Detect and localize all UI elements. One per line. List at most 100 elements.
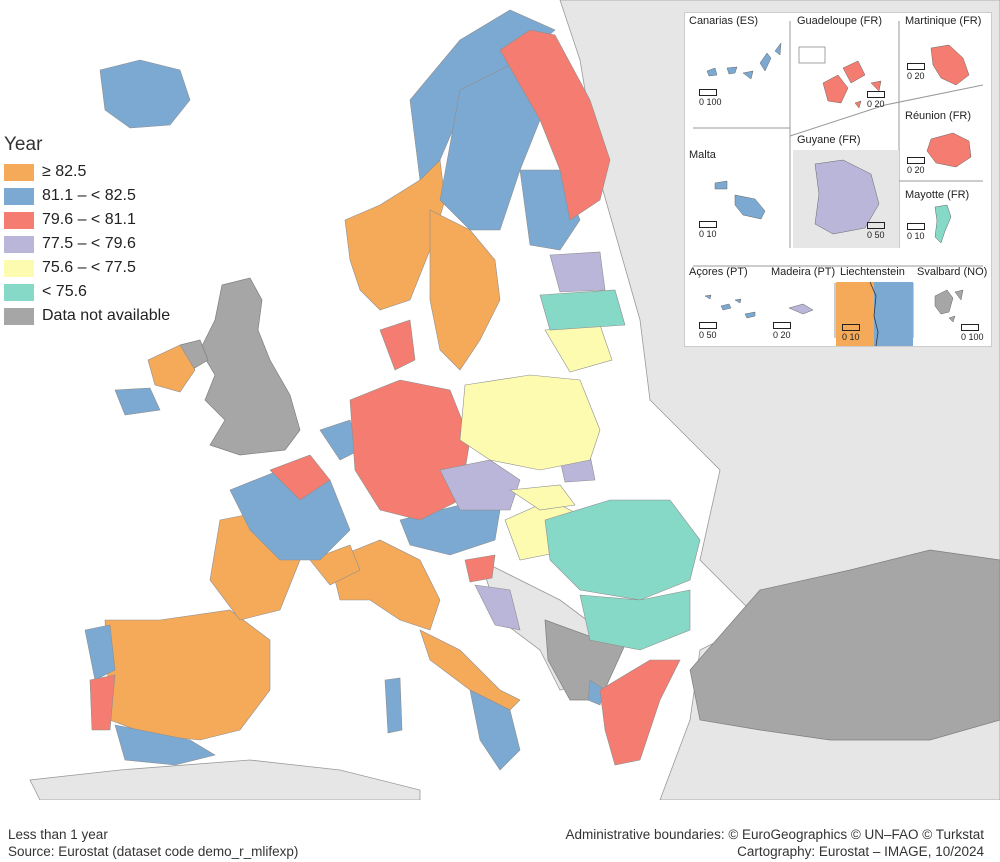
reunion-shapes	[926, 132, 972, 168]
guyane-shapes	[793, 150, 899, 248]
legend-swatch	[4, 283, 34, 301]
legend-swatch	[4, 235, 34, 253]
martinique-shapes	[930, 44, 970, 86]
uk	[199, 277, 301, 456]
turkey	[689, 549, 1000, 741]
inset-mayotte: Mayotte (FR) 0 10	[901, 181, 991, 251]
sweden-south	[429, 209, 501, 371]
denmark	[379, 319, 416, 371]
malta-shapes	[714, 180, 766, 220]
scalebar-mayotte: 0 10	[907, 223, 925, 241]
legend-rows: ≥ 82.5 81.1 – < 82.5 79.6 – < 81.1 77.5 – <…	[4, 160, 170, 328]
inset-label-reunion: Réunion (FR)	[905, 110, 972, 122]
ireland-part	[147, 344, 196, 393]
switzerland	[309, 544, 361, 586]
scalebar-acores: 0 50	[699, 322, 717, 340]
footer-boundaries: Administrative boundaries: © EuroGeograp…	[565, 827, 984, 842]
scalebar-liechtenstein: 0 10	[842, 324, 860, 342]
class-82-5-plus	[104, 159, 521, 741]
legend-item: 81.1 – < 82.5	[4, 184, 170, 208]
class-75-6-77-5	[459, 324, 613, 561]
scalebar-svalbard: 0 100	[961, 324, 984, 342]
inset-reunion: Réunion (FR) 0 20	[901, 105, 991, 181]
croatia	[474, 584, 521, 631]
inset-madeira: Madeira (PT) 0 20	[767, 266, 835, 346]
footer-right: Administrative boundaries: © EuroGeograp…	[565, 826, 984, 860]
inset-martinique: Martinique (FR) 0 20	[901, 13, 991, 108]
scalebar-canarias: 0 100	[699, 89, 722, 107]
mayotte-shapes	[934, 204, 952, 244]
inset-guyane: Guyane (FR) 0 50	[793, 128, 899, 248]
legend-label: 81.1 – < 82.5	[42, 187, 136, 204]
legend-item: 79.6 – < 81.1	[4, 208, 170, 232]
legend-item: ≥ 82.5	[4, 160, 170, 184]
legend-item: Data not available	[4, 304, 170, 328]
madeira-shapes	[788, 303, 814, 315]
legend-item: 77.5 – < 79.6	[4, 232, 170, 256]
spain-south	[114, 724, 216, 766]
inset-label-madeira: Madeira (PT)	[771, 266, 835, 278]
germany	[349, 379, 471, 521]
inset-label-svalbard: Svalbard (NO)	[917, 266, 988, 278]
legend-label: 75.6 – < 77.5	[42, 259, 136, 276]
iceland	[99, 59, 191, 129]
inset-label-acores: Açores (PT)	[689, 266, 748, 278]
inset-dividers	[693, 21, 984, 338]
scalebar-martinique: 0 20	[907, 63, 925, 81]
class-below-75-6	[539, 289, 701, 651]
footer-cartography: Cartography: Eurostat – IMAGE, 10/2024	[737, 844, 984, 859]
czechia	[439, 459, 521, 511]
footer-note: Less than 1 year	[8, 827, 108, 842]
lithuania	[544, 324, 613, 373]
spain	[104, 609, 271, 741]
legend-swatch	[4, 187, 34, 205]
poland	[459, 374, 601, 471]
legend-item: 75.6 – < 77.5	[4, 256, 170, 280]
legend-label: Data not available	[42, 307, 171, 324]
greece	[599, 659, 681, 766]
legend-item: < 75.6	[4, 280, 170, 304]
legend-swatch	[4, 307, 34, 325]
inset-label-malta: Malta	[689, 149, 716, 161]
svalbard-shapes	[934, 289, 964, 323]
inset-label-canarias: Canarias (ES)	[689, 15, 759, 27]
inset-label-liechtenstein: Liechtenstein	[840, 266, 905, 278]
liechtenstein-shapes	[836, 281, 913, 346]
inset-label-martinique: Martinique (FR)	[905, 15, 982, 27]
inset-acores: Açores (PT) 0 50	[685, 266, 767, 346]
greece-part	[587, 679, 606, 706]
finland-north	[499, 29, 611, 221]
inset-malta: Malta 0 10	[685, 133, 790, 248]
no-data-regions	[179, 277, 1000, 741]
legend-label: 77.5 – < 79.6	[42, 235, 136, 252]
latvia	[539, 289, 626, 331]
canarias-shapes	[706, 42, 782, 80]
legend-label: 79.6 – < 81.1	[42, 211, 136, 228]
legend-label: < 75.6	[42, 283, 87, 300]
inset-panel: Canarias (ES) 0 100 Guadeloupe (FR) 0 20…	[684, 12, 992, 347]
slovenia	[464, 554, 496, 583]
legend-label: ≥ 82.5	[42, 163, 87, 180]
class-77-5-79-6	[439, 251, 606, 631]
legend-swatch	[4, 211, 34, 229]
north-africa	[29, 759, 421, 800]
italy-south	[469, 689, 521, 771]
scalebar-guyane: 0 50	[867, 222, 885, 240]
legend-title: Year	[4, 134, 43, 155]
inset-svalbard: Svalbard (NO) 0 100	[913, 266, 991, 346]
ireland-part2	[114, 387, 161, 416]
scalebar-malta: 0 10	[699, 221, 717, 239]
slovakia	[509, 484, 576, 511]
legend-swatch	[4, 259, 34, 277]
inset-label-guadeloupe: Guadeloupe (FR)	[797, 15, 882, 27]
sardinia	[384, 677, 403, 734]
scalebar-reunion: 0 20	[907, 157, 925, 175]
italy-central	[419, 629, 521, 711]
legend-swatch	[4, 163, 34, 181]
acores-shapes	[704, 294, 756, 319]
portugal-part	[84, 624, 116, 681]
bulgaria	[579, 589, 691, 651]
guadeloupe-shapes	[798, 46, 882, 109]
footer-source: Source: Eurostat (dataset code demo_r_ml…	[8, 844, 299, 859]
france-north	[269, 454, 331, 501]
